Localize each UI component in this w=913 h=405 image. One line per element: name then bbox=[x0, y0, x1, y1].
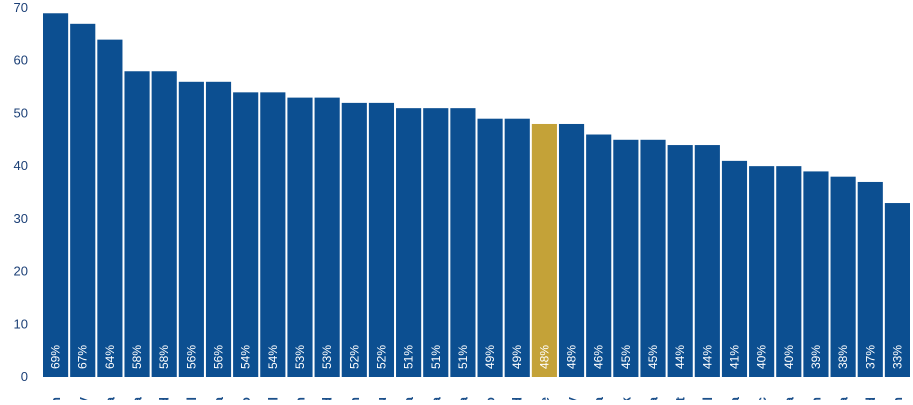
y-tick-label: 30 bbox=[14, 211, 28, 226]
category-label: a bbox=[836, 396, 851, 400]
bar bbox=[341, 102, 367, 377]
bar bbox=[450, 108, 476, 378]
bar-value-label: 54% bbox=[239, 345, 253, 369]
bar-value-label: 53% bbox=[293, 345, 307, 369]
bar bbox=[694, 145, 720, 377]
bar bbox=[558, 123, 585, 377]
bar-value-label: 64% bbox=[103, 345, 117, 369]
bar bbox=[260, 92, 286, 377]
bar bbox=[640, 139, 666, 377]
bar-value-label: 45% bbox=[646, 345, 660, 369]
bar-value-label: 33% bbox=[890, 345, 904, 369]
category-label: y bbox=[564, 396, 579, 400]
bar bbox=[830, 176, 856, 377]
bar-value-label: 48% bbox=[537, 345, 551, 369]
bar bbox=[368, 102, 395, 377]
bar-value-label: 51% bbox=[429, 345, 443, 369]
bar-value-label: 46% bbox=[592, 345, 606, 369]
bar-value-label: 44% bbox=[700, 345, 714, 369]
y-tick-label: 70 bbox=[14, 0, 28, 15]
y-tick-label: 50 bbox=[14, 105, 28, 120]
bar-value-label: 53% bbox=[320, 345, 334, 369]
bar bbox=[97, 39, 123, 377]
category-label: a bbox=[727, 396, 742, 400]
bar-value-label: 39% bbox=[809, 345, 823, 369]
category-label: k bbox=[618, 396, 633, 400]
bar-value-label: 48% bbox=[565, 345, 579, 369]
bar-value-label: 45% bbox=[619, 345, 633, 369]
category-label: nt bbox=[673, 396, 688, 400]
bar-value-label: 40% bbox=[755, 345, 769, 369]
bar-value-label: 49% bbox=[483, 345, 497, 369]
bar bbox=[287, 97, 313, 377]
bar bbox=[43, 13, 69, 378]
bar-value-label: 67% bbox=[76, 345, 90, 369]
bar-value-label: 40% bbox=[782, 345, 796, 369]
bar-value-label: 51% bbox=[456, 345, 470, 369]
bar bbox=[857, 181, 883, 377]
bar-value-label: 56% bbox=[184, 345, 198, 369]
y-tick-label: 10 bbox=[14, 316, 28, 331]
y-tick-label: 20 bbox=[14, 264, 28, 279]
bar bbox=[613, 139, 639, 377]
bar bbox=[504, 118, 530, 377]
bar bbox=[667, 145, 693, 377]
category-label: a bbox=[102, 396, 117, 400]
bar-value-label: 52% bbox=[374, 345, 388, 369]
category-label: a bbox=[455, 396, 470, 400]
bar-value-label: 54% bbox=[266, 345, 280, 369]
bar-value-label: 69% bbox=[49, 345, 63, 369]
bar bbox=[884, 203, 910, 377]
category-label: a bbox=[130, 396, 145, 400]
category-label: a bbox=[646, 396, 661, 400]
category-label: a bbox=[591, 396, 606, 400]
y-tick-label: 60 bbox=[14, 53, 28, 68]
bar-value-label: 58% bbox=[130, 345, 144, 369]
bar bbox=[70, 23, 96, 378]
bar-value-label: 56% bbox=[212, 345, 226, 369]
bar bbox=[803, 171, 829, 377]
bar bbox=[178, 81, 204, 378]
bar bbox=[205, 81, 232, 378]
category-label: a bbox=[428, 396, 443, 400]
bar bbox=[314, 97, 340, 377]
bar bbox=[776, 166, 802, 377]
bar bbox=[151, 71, 177, 377]
bar bbox=[721, 160, 748, 377]
category-label: a bbox=[781, 396, 796, 400]
bar-value-label: 37% bbox=[863, 345, 877, 369]
bar bbox=[749, 166, 775, 377]
bar bbox=[396, 108, 422, 378]
y-tick-label: 40 bbox=[14, 158, 28, 173]
bar-value-label: 52% bbox=[347, 345, 361, 369]
bar-highlighted bbox=[531, 123, 557, 377]
bar bbox=[233, 92, 259, 377]
category-label: y bbox=[75, 396, 90, 400]
bar-value-label: 58% bbox=[157, 345, 171, 369]
category-label: a bbox=[401, 396, 416, 400]
bar bbox=[477, 118, 503, 377]
bar-value-label: 41% bbox=[727, 345, 741, 369]
bar-value-label: 44% bbox=[673, 345, 687, 369]
bar bbox=[124, 71, 150, 377]
category-label: a bbox=[211, 396, 226, 400]
bar-value-label: 38% bbox=[836, 345, 850, 369]
bar bbox=[586, 134, 612, 377]
y-tick-label: 0 bbox=[21, 369, 28, 384]
bar-value-label: 49% bbox=[510, 345, 524, 369]
bar bbox=[423, 108, 449, 378]
bar-value-label: 51% bbox=[402, 345, 416, 369]
